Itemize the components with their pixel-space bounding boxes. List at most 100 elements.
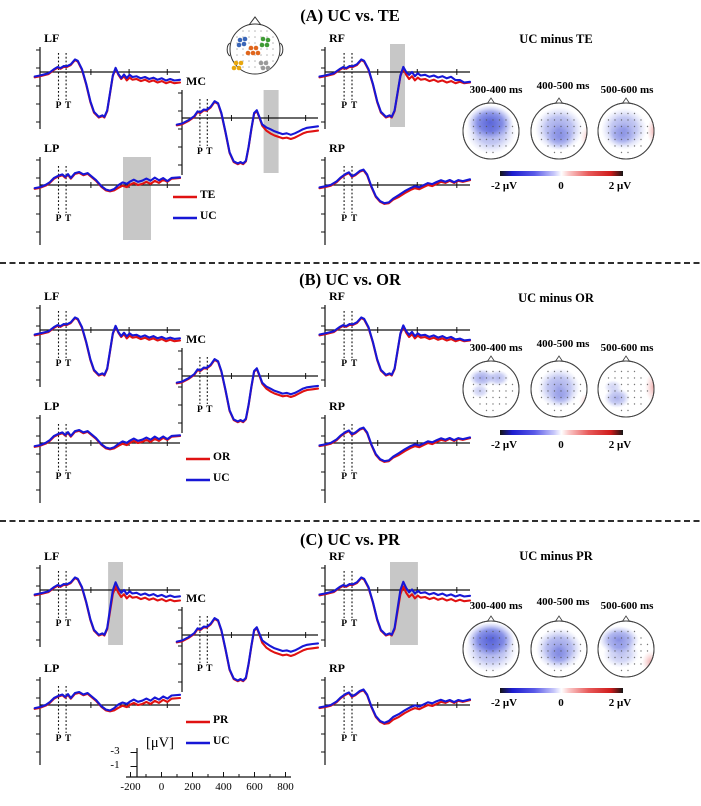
colorbar-label: 2 μV [608,180,632,192]
montage-cluster-LF [236,36,248,48]
erp-plot-RP-C [318,677,472,765]
topo-map-C-1 [530,615,588,678]
electrode-site-label: RF [329,549,345,563]
electrode-site-label: LF [44,289,60,303]
pt-marker-label: T [64,619,72,629]
topo-window-label: 300-400 ms [469,600,523,612]
topo-map-C-2 [597,615,655,678]
pt-marker-label: T [206,664,213,674]
scale-xtick-label: 200 [184,781,201,793]
topo-window-label: 400-500 ms [536,338,590,350]
colorbar-gradient [500,688,623,693]
colorbar-gradient [500,171,623,176]
electrode-site-label: RP [329,661,345,675]
electrode-site-label: RF [329,31,345,45]
erp-plot-MC-B [175,348,320,433]
pt-marker-label: T [206,405,213,415]
erp-plot-MC-C [175,607,320,692]
pt-marker-label: P [55,214,62,224]
pt-marker-label: P [341,619,347,629]
waveform-uc-blue [33,690,182,712]
waveform-uc-blue [318,688,472,724]
electrode-site-label: RF [329,289,345,303]
pt-marker-label: P [55,101,62,111]
topo-map-A-0 [462,97,520,160]
amplitude-time-scale [126,748,291,778]
scale-xtick-label: 800 [277,781,294,793]
topo-window-label: 500-600 ms [600,342,654,354]
scale-ytick-label: -1 [110,759,120,771]
topo-window-label: 500-600 ms [600,600,654,612]
legend-label: UC [213,472,230,484]
electrode-site-label: LP [44,661,60,675]
electrode-site-label: LP [44,141,60,155]
legend-panel-C [186,720,210,745]
colorbar-label: 0 [558,439,564,451]
erp-plot-RF-A [318,44,472,129]
pt-marker-label: P [341,214,347,224]
topo-map-A-1 [530,97,588,160]
pt-marker-label: P [55,734,62,744]
topo-window-label: 400-500 ms [536,80,590,92]
electrode-montage-diagram [226,16,284,75]
waveform-uc-blue [33,428,182,450]
pt-marker-label: T [350,619,358,629]
pt-marker-label: P [55,619,62,629]
topo-window-label: 300-400 ms [469,84,523,96]
pt-marker-label: P [341,734,347,744]
panel-title: (A) UC vs. TE [300,6,400,25]
significance-band [108,562,123,645]
pt-marker-label: P [196,664,203,674]
waveform-uc-blue [175,617,320,682]
legend-label: PR [213,714,229,726]
pt-marker-label: P [341,101,347,111]
pt-marker-label: P [341,359,347,369]
legend-label: UC [213,735,230,747]
pt-marker-label: T [64,359,72,369]
pt-marker-label: P [196,147,203,157]
pt-marker-label: T [350,734,358,744]
colorbar-label: 0 [558,180,564,192]
electrode-site-label: MC [186,332,206,346]
significance-band [390,44,405,127]
scale-xtick-label: -200 [120,781,141,793]
legend-label: OR [213,451,231,463]
waveform-uc-blue [175,100,320,165]
electrode-site-label: LP [44,399,60,413]
montage-cluster-RP [258,60,271,71]
topo-map-B-0 [462,355,520,418]
colorbar-label: -2 μV [490,180,518,192]
colorbar-label: -2 μV [490,439,518,451]
colorbar-gradient [500,430,623,435]
legend-label: TE [200,189,216,201]
topo-map-C-0 [462,615,520,678]
topo-window-label: 300-400 ms [469,342,523,354]
topo-window-label: 400-500 ms [536,596,590,608]
waveform-uc-blue [318,426,472,463]
electrode-site-label: LF [44,549,60,563]
colorbar-label: -2 μV [490,697,518,709]
panel-title: (C) UC vs. PR [300,530,400,549]
panel-title: (B) UC vs. OR [299,270,401,289]
waveform-uc-blue [33,170,182,192]
montage-cluster-LP [231,60,244,71]
pt-marker-label: T [350,214,358,224]
pt-marker-label: P [196,405,203,415]
colorbar-label: 2 μV [608,697,632,709]
erp-plot-MC-A [175,90,320,175]
erp-plot-RP-A [318,157,472,245]
scale-unit-label: [μV] [146,735,174,751]
waveform-uc-blue [33,316,182,376]
pt-marker-label: T [64,214,72,224]
scale-ytick-label: -3 [110,745,120,757]
difference-title: UC minus TE [519,32,593,46]
legend-panel-A [173,195,197,220]
pt-marker-label: T [64,734,72,744]
erp-plot-LF-B [33,305,182,387]
scale-xtick-label: 600 [246,781,263,793]
erp-plot-LP-C [33,677,182,765]
colorbar-label: 0 [558,697,564,709]
waveform-uc-blue [175,358,320,423]
pt-marker-label: T [64,472,72,482]
